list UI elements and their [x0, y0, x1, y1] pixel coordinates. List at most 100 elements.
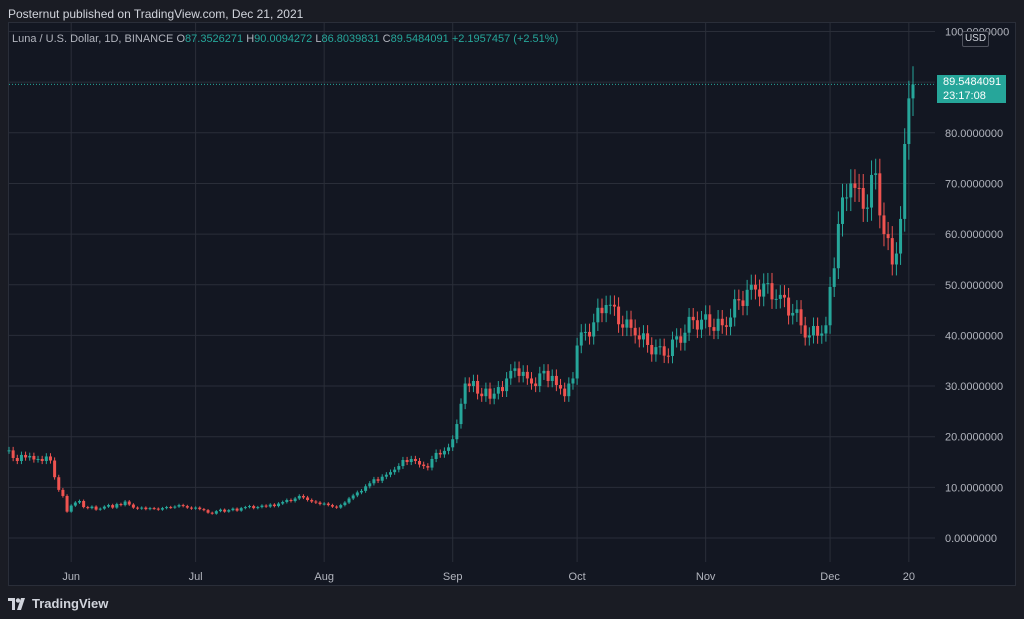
- candle-body: [542, 370, 546, 374]
- candle-body: [7, 450, 11, 452]
- candle-body: [48, 456, 52, 461]
- candle-body: [874, 173, 878, 175]
- low-label: L: [315, 33, 322, 45]
- candle-body: [807, 335, 811, 338]
- candle-body: [189, 507, 193, 509]
- candle-body: [389, 472, 393, 475]
- candle-body: [604, 305, 608, 314]
- candle-body: [455, 424, 459, 440]
- candle-body: [762, 283, 766, 297]
- y-axis: 100.000000090.000000080.000000070.000000…: [945, 27, 1009, 546]
- candle-body: [612, 304, 616, 307]
- candle-body: [372, 479, 376, 484]
- candle-body: [505, 378, 509, 392]
- candle-body: [476, 380, 480, 394]
- candle-body: [492, 393, 496, 399]
- candle-body: [720, 318, 724, 326]
- candle-body: [293, 498, 297, 502]
- candle-body: [243, 507, 247, 509]
- candle-body: [467, 383, 471, 387]
- candle-body: [310, 500, 314, 502]
- candle-body: [393, 469, 397, 473]
- candle-body: [911, 84, 915, 99]
- candle-body: [459, 403, 463, 425]
- candle-body: [447, 447, 451, 451]
- candle-body: [799, 309, 803, 326]
- candle-body: [853, 183, 857, 188]
- candle-body: [11, 450, 15, 458]
- candle-body: [214, 511, 218, 514]
- candle-body: [828, 286, 832, 326]
- candle-body: [272, 504, 276, 507]
- x-tick-label: Jun: [62, 571, 80, 583]
- candle-body: [28, 455, 32, 458]
- candle-body: [538, 373, 542, 387]
- candle-body: [546, 370, 550, 381]
- candle-body: [745, 289, 749, 306]
- candle-body: [53, 460, 57, 478]
- candle-body: [227, 510, 231, 512]
- candle-body: [654, 347, 658, 355]
- candle-body: [409, 458, 413, 463]
- y-tick-label: 30.0000000: [945, 381, 1003, 393]
- candle-body: [509, 370, 513, 379]
- candle-body: [65, 495, 69, 512]
- x-tick-label: 20: [903, 571, 915, 583]
- candle-body: [57, 477, 61, 490]
- candle-body: [782, 294, 786, 298]
- candle-body: [111, 505, 115, 508]
- candle-body: [285, 500, 289, 503]
- candle-body: [484, 388, 488, 397]
- candle-body: [368, 483, 372, 487]
- candle-body: [40, 458, 44, 462]
- candle-body: [637, 335, 641, 340]
- candle-body: [774, 298, 778, 300]
- symbol-legend: Luna / U.S. Dollar, 1D, BINANCE O87.3526…: [12, 33, 558, 45]
- candle-body: [488, 388, 492, 399]
- candle-body: [44, 456, 48, 462]
- candle-body: [123, 501, 127, 506]
- candle-body: [795, 309, 799, 313]
- candle-body: [181, 505, 185, 507]
- symbol-title: Luna / U.S. Dollar, 1D, BINANCE: [12, 33, 174, 45]
- x-tick-label: Sep: [443, 571, 463, 583]
- tradingview-logo[interactable]: TradingView: [8, 596, 108, 611]
- candle-body: [177, 505, 181, 507]
- candle-body: [36, 458, 40, 460]
- candle-body: [148, 508, 152, 510]
- candle-body: [832, 268, 836, 287]
- chart-frame[interactable]: [8, 22, 1016, 586]
- candle-body: [708, 314, 712, 328]
- candle-body: [608, 304, 612, 306]
- candle-body: [140, 507, 144, 509]
- candle-body: [758, 289, 762, 297]
- candle-body: [646, 333, 650, 345]
- candle-body: [144, 507, 148, 510]
- candle-body: [364, 486, 368, 491]
- candle-body: [886, 234, 890, 239]
- candle-body: [194, 507, 198, 509]
- candle-body: [380, 476, 384, 481]
- candle-body: [820, 333, 824, 336]
- candle-body: [575, 345, 579, 379]
- candle-body: [600, 307, 604, 314]
- candle-body: [268, 504, 272, 507]
- candle-body: [32, 455, 36, 460]
- candle-body: [397, 466, 401, 470]
- bar-countdown: 23:17:08: [943, 90, 986, 102]
- candle-body: [563, 388, 567, 397]
- candle-body: [430, 458, 434, 468]
- candle-body: [700, 319, 704, 330]
- open-value: 87.3526271: [185, 33, 244, 45]
- candle-body: [206, 510, 210, 513]
- candle-body: [787, 297, 791, 316]
- candle-body: [836, 223, 840, 269]
- candle-body: [376, 479, 380, 481]
- candle-body: [583, 331, 587, 333]
- candle-body: [210, 512, 214, 514]
- candle-body: [314, 501, 318, 503]
- currency-badge[interactable]: USD: [962, 31, 989, 47]
- y-tick-label: 50.0000000: [945, 280, 1003, 292]
- candle-body: [127, 501, 131, 505]
